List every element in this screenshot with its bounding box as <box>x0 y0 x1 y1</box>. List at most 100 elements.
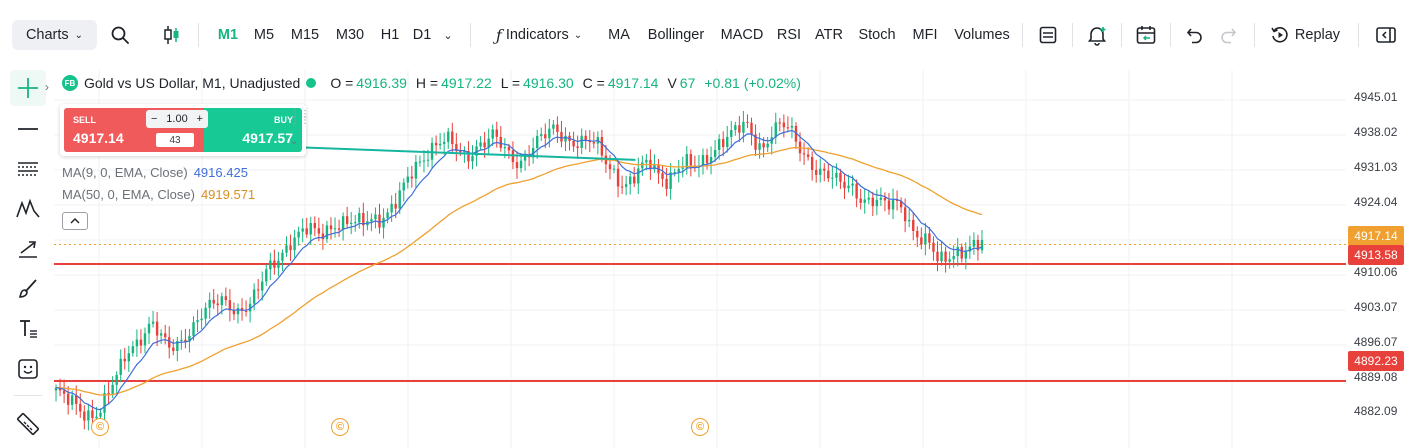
indicator-rsi[interactable]: RSI <box>774 20 804 50</box>
candles-icon[interactable] <box>160 20 184 50</box>
candle-body <box>362 212 365 226</box>
candle-body <box>499 136 503 148</box>
indicator-volumes[interactable]: Volumes <box>950 20 1014 50</box>
timeframe-label: H1 <box>380 27 400 43</box>
level-2-price-tag[interactable]: 4892.23 <box>1348 351 1404 371</box>
event-marker-icon[interactable]: © <box>91 418 109 436</box>
emoji-icon[interactable] <box>10 351 46 387</box>
ma9-label: MA(9, 0, EMA, Close) <box>62 165 188 180</box>
indicator-label: RSI <box>776 27 802 43</box>
price-tick: 4931.03 <box>1354 160 1398 174</box>
candle-body <box>677 168 680 173</box>
collapse-legend-button[interactable] <box>62 212 88 230</box>
indicator-ma[interactable]: MA <box>604 20 634 50</box>
timeframe-more-chevron-icon[interactable]: ⌄ <box>443 29 453 42</box>
divider <box>1121 23 1122 47</box>
price-levels <box>54 244 1346 383</box>
chevron-down-icon[interactable]: ⌄ <box>290 136 299 147</box>
alert-bell-icon[interactable] <box>1085 20 1109 50</box>
level-1-price-tag[interactable]: 4913.58 <box>1348 245 1404 265</box>
indicator-stoch[interactable]: Stoch <box>854 20 900 50</box>
candle-body <box>180 339 183 341</box>
timeframe-d1[interactable]: D1 <box>410 20 434 50</box>
candle-body <box>66 393 70 405</box>
fibonacci-icon[interactable] <box>10 151 46 187</box>
candle-body <box>831 177 834 179</box>
indicator-mfi[interactable]: MFI <box>908 20 942 50</box>
candle-body <box>438 143 442 146</box>
charts-dropdown[interactable]: Charts ⌄ <box>12 20 97 50</box>
pattern-icon[interactable] <box>10 191 46 227</box>
search-icon[interactable] <box>106 20 134 50</box>
candle-body <box>932 242 935 252</box>
candle-body <box>99 412 102 417</box>
indicator-bollinger[interactable]: Bollinger <box>644 20 708 50</box>
charts-label: Charts <box>25 27 69 43</box>
candle-body <box>580 135 583 148</box>
candle-body <box>750 122 753 135</box>
text-icon[interactable] <box>10 311 46 347</box>
layout-icon[interactable] <box>1036 20 1060 50</box>
candle-body <box>386 212 389 218</box>
candle-body <box>572 140 575 147</box>
minus-icon[interactable]: − <box>151 113 158 125</box>
undo-icon[interactable] <box>1183 20 1207 50</box>
candle-body <box>641 162 644 169</box>
tools-divider <box>14 395 42 396</box>
timeframe-m5[interactable]: M5 <box>250 20 278 50</box>
candle-body <box>980 240 984 251</box>
candle-body <box>903 207 907 222</box>
candle-body <box>459 150 462 153</box>
candle-body <box>305 228 308 235</box>
timeframe-h1[interactable]: H1 <box>378 20 402 50</box>
candle-body <box>600 137 604 156</box>
indicators-button[interactable]: ƒ Indicators ⌄ <box>486 20 592 50</box>
brush-icon[interactable] <box>10 271 46 307</box>
candle-body <box>236 308 240 315</box>
candle-body <box>196 320 199 323</box>
candle-body <box>329 225 333 230</box>
ma9-legend[interactable]: MA(9, 0, EMA, Close) 4916.425 <box>62 165 248 180</box>
low-value: 4916.30 <box>523 75 574 91</box>
candle-body <box>269 260 272 270</box>
candle-body <box>665 178 668 189</box>
quantity-stepper[interactable]: − 1.00 + <box>146 110 208 128</box>
crosshair-icon[interactable] <box>10 70 46 106</box>
candle-body <box>75 395 78 404</box>
redo-icon[interactable] <box>1216 20 1240 50</box>
candle-body <box>823 168 826 171</box>
indicator-atr[interactable]: ATR <box>812 20 846 50</box>
timeframe-m30[interactable]: M30 <box>332 20 368 50</box>
candle-body <box>713 149 717 157</box>
indicator-macd[interactable]: MACD <box>716 20 768 50</box>
candle-body <box>374 214 377 220</box>
quantity-value[interactable]: 1.00 <box>166 113 188 125</box>
plus-icon[interactable]: + <box>196 113 203 125</box>
candle-body <box>887 200 891 210</box>
ruler-icon[interactable] <box>10 406 46 442</box>
replay-button[interactable]: Replay <box>1268 20 1342 50</box>
ma50-legend[interactable]: MA(50, 0, EMA, Close) 4919.571 <box>62 187 255 202</box>
candle-body <box>467 150 470 162</box>
chevron-right-icon[interactable]: › <box>45 80 49 94</box>
candle-body <box>762 143 765 148</box>
calendar-icon[interactable] <box>1134 20 1158 50</box>
drag-handle-icon[interactable]: ⋮⋮ ⋮⋮ <box>290 109 310 126</box>
event-marker-icon[interactable]: © <box>331 418 349 436</box>
candle-body <box>523 155 527 161</box>
candle-body <box>924 233 927 245</box>
horizontal-line-icon[interactable] <box>10 111 46 147</box>
ma50-value: 4919.571 <box>200 187 256 202</box>
candle-body <box>58 387 62 391</box>
candle-body <box>289 245 292 251</box>
candle-body <box>535 135 539 148</box>
spread-value: 43 <box>156 133 194 147</box>
trend-arrow-icon[interactable] <box>10 231 46 267</box>
symbol-title[interactable]: Gold vs US Dollar, M1, Unadjusted <box>84 75 301 91</box>
event-marker-icon[interactable]: © <box>691 418 709 436</box>
timeframe-m1[interactable]: M1 <box>214 20 242 50</box>
panel-toggle-icon[interactable] <box>1374 20 1398 50</box>
sell-button[interactable]: SELL 4917.14 <box>64 108 162 152</box>
timeframe-m15[interactable]: M15 <box>288 20 322 50</box>
buy-button[interactable]: BUY 4917.57 <box>204 108 302 152</box>
